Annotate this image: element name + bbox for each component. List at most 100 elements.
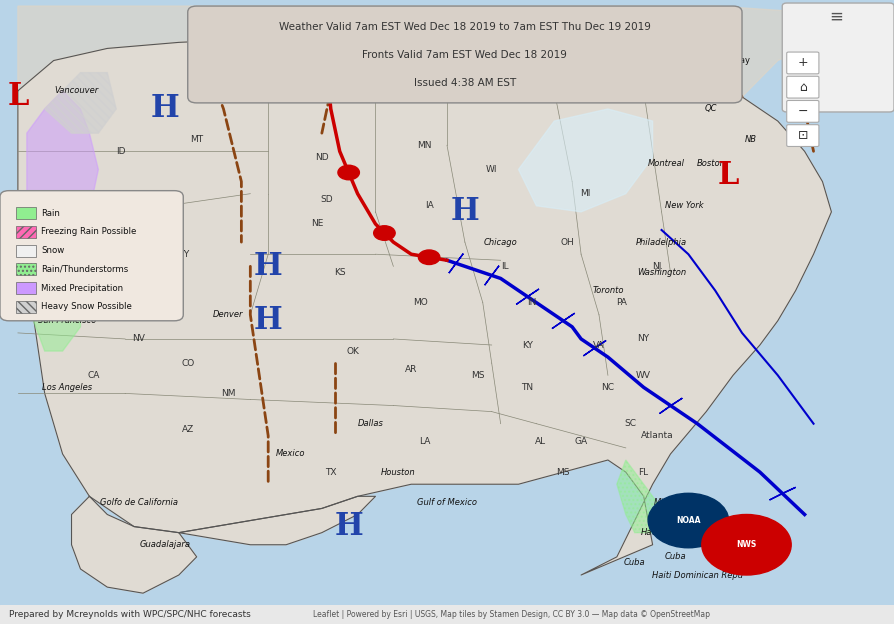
FancyBboxPatch shape	[787, 125, 819, 147]
Circle shape	[374, 226, 395, 240]
Text: AL: AL	[536, 437, 546, 446]
Text: NV: NV	[132, 334, 145, 343]
Text: FL: FL	[638, 467, 649, 477]
Text: AR: AR	[405, 364, 417, 374]
Text: Dallas: Dallas	[358, 419, 384, 428]
Text: +: +	[797, 56, 808, 69]
Text: Cuba: Cuba	[664, 552, 686, 562]
Text: ⊡: ⊡	[797, 129, 808, 142]
Bar	[16, 245, 36, 256]
Polygon shape	[45, 72, 116, 133]
Text: MN: MN	[417, 141, 432, 150]
Text: Heavy Snow Possible: Heavy Snow Possible	[41, 303, 132, 311]
Text: New York: New York	[664, 202, 704, 210]
Text: UT: UT	[164, 298, 176, 307]
Text: Vancouver: Vancouver	[54, 86, 98, 95]
Text: AZ: AZ	[181, 425, 194, 434]
Text: H: H	[254, 305, 283, 336]
Text: MS: MS	[556, 467, 570, 477]
Text: Leaflet | Powered by Esri | USGS, Map tiles by Stamen Design, CC BY 3.0 — Map da: Leaflet | Powered by Esri | USGS, Map ti…	[313, 610, 710, 619]
Text: ⌂: ⌂	[799, 80, 806, 94]
Text: OR: OR	[83, 238, 96, 246]
Text: IN: IN	[527, 298, 536, 307]
Text: NM: NM	[221, 389, 235, 398]
Text: MT: MT	[190, 135, 203, 144]
Text: CA: CA	[88, 371, 100, 380]
Text: Mixed Precipitation: Mixed Precipitation	[41, 284, 123, 293]
Circle shape	[648, 494, 729, 548]
Text: Bay: Bay	[734, 56, 750, 65]
FancyBboxPatch shape	[0, 191, 183, 321]
Text: NWS: NWS	[737, 540, 756, 549]
Text: Gulf of Mexico: Gulf of Mexico	[417, 498, 477, 507]
Text: Rain: Rain	[41, 208, 60, 218]
Text: Issued 4:38 AM EST: Issued 4:38 AM EST	[414, 78, 516, 88]
Text: Los Angeles: Los Angeles	[42, 383, 92, 392]
Text: NOAA: NOAA	[676, 516, 701, 525]
Text: Fronts Valid 7am EST Wed Dec 18 2019: Fronts Valid 7am EST Wed Dec 18 2019	[362, 50, 568, 60]
Polygon shape	[584, 341, 606, 356]
Text: Boston: Boston	[696, 159, 725, 168]
Text: NY: NY	[637, 334, 650, 343]
Polygon shape	[449, 253, 463, 273]
Text: Haiti Dominican Repu: Haiti Dominican Repu	[652, 570, 743, 580]
Text: NB: NB	[745, 135, 757, 144]
Text: WI: WI	[486, 165, 497, 174]
FancyBboxPatch shape	[787, 100, 819, 122]
Text: H: H	[334, 511, 363, 542]
Text: Toronto: Toronto	[592, 286, 624, 295]
Polygon shape	[660, 398, 682, 414]
Text: H: H	[451, 197, 479, 227]
Text: Miami: Miami	[654, 498, 679, 507]
Bar	[16, 207, 36, 219]
Circle shape	[702, 514, 791, 575]
Text: Snow: Snow	[41, 246, 64, 255]
Polygon shape	[18, 6, 822, 97]
Text: MS: MS	[471, 371, 485, 380]
Text: MI: MI	[580, 189, 591, 198]
Bar	[16, 301, 36, 313]
Text: Mexico: Mexico	[276, 449, 305, 459]
Polygon shape	[516, 289, 539, 305]
Text: H: H	[254, 251, 283, 282]
Text: Philadelphia: Philadelphia	[636, 238, 687, 246]
Text: L: L	[7, 81, 29, 112]
Bar	[16, 226, 36, 238]
Text: Cuba: Cuba	[624, 558, 645, 567]
Text: IL: IL	[502, 262, 509, 271]
FancyBboxPatch shape	[188, 6, 742, 103]
Text: ON: ON	[708, 92, 722, 101]
Text: H: H	[151, 94, 180, 124]
Text: CO: CO	[181, 359, 194, 368]
Text: San Francisco: San Francisco	[38, 316, 97, 325]
Polygon shape	[18, 36, 831, 575]
Text: IA: IA	[425, 202, 434, 210]
Text: PA: PA	[616, 298, 627, 307]
Text: OH: OH	[561, 238, 575, 246]
Text: Atlanta: Atlanta	[641, 431, 673, 441]
Text: MO: MO	[413, 298, 427, 307]
Text: WV: WV	[637, 371, 651, 380]
Text: Washington: Washington	[637, 268, 686, 277]
Text: Rain/Thunderstorms: Rain/Thunderstorms	[41, 265, 129, 274]
Text: Golfo de California: Golfo de California	[99, 498, 178, 507]
FancyBboxPatch shape	[787, 52, 819, 74]
Bar	[16, 282, 36, 294]
Polygon shape	[552, 313, 575, 329]
Text: Guadalajara: Guadalajara	[139, 540, 191, 549]
Polygon shape	[485, 266, 499, 285]
Text: Houston: Houston	[381, 467, 415, 477]
Polygon shape	[72, 496, 375, 593]
Text: ≡: ≡	[829, 7, 843, 25]
Polygon shape	[770, 487, 796, 500]
Text: SC: SC	[624, 419, 637, 428]
Text: Freezing Rain Possible: Freezing Rain Possible	[41, 227, 137, 236]
FancyBboxPatch shape	[782, 3, 894, 112]
Circle shape	[338, 165, 359, 180]
Circle shape	[418, 250, 440, 265]
FancyBboxPatch shape	[787, 76, 819, 98]
Polygon shape	[617, 460, 662, 533]
Polygon shape	[519, 109, 653, 212]
Text: TX: TX	[325, 467, 336, 477]
Bar	[16, 263, 36, 275]
